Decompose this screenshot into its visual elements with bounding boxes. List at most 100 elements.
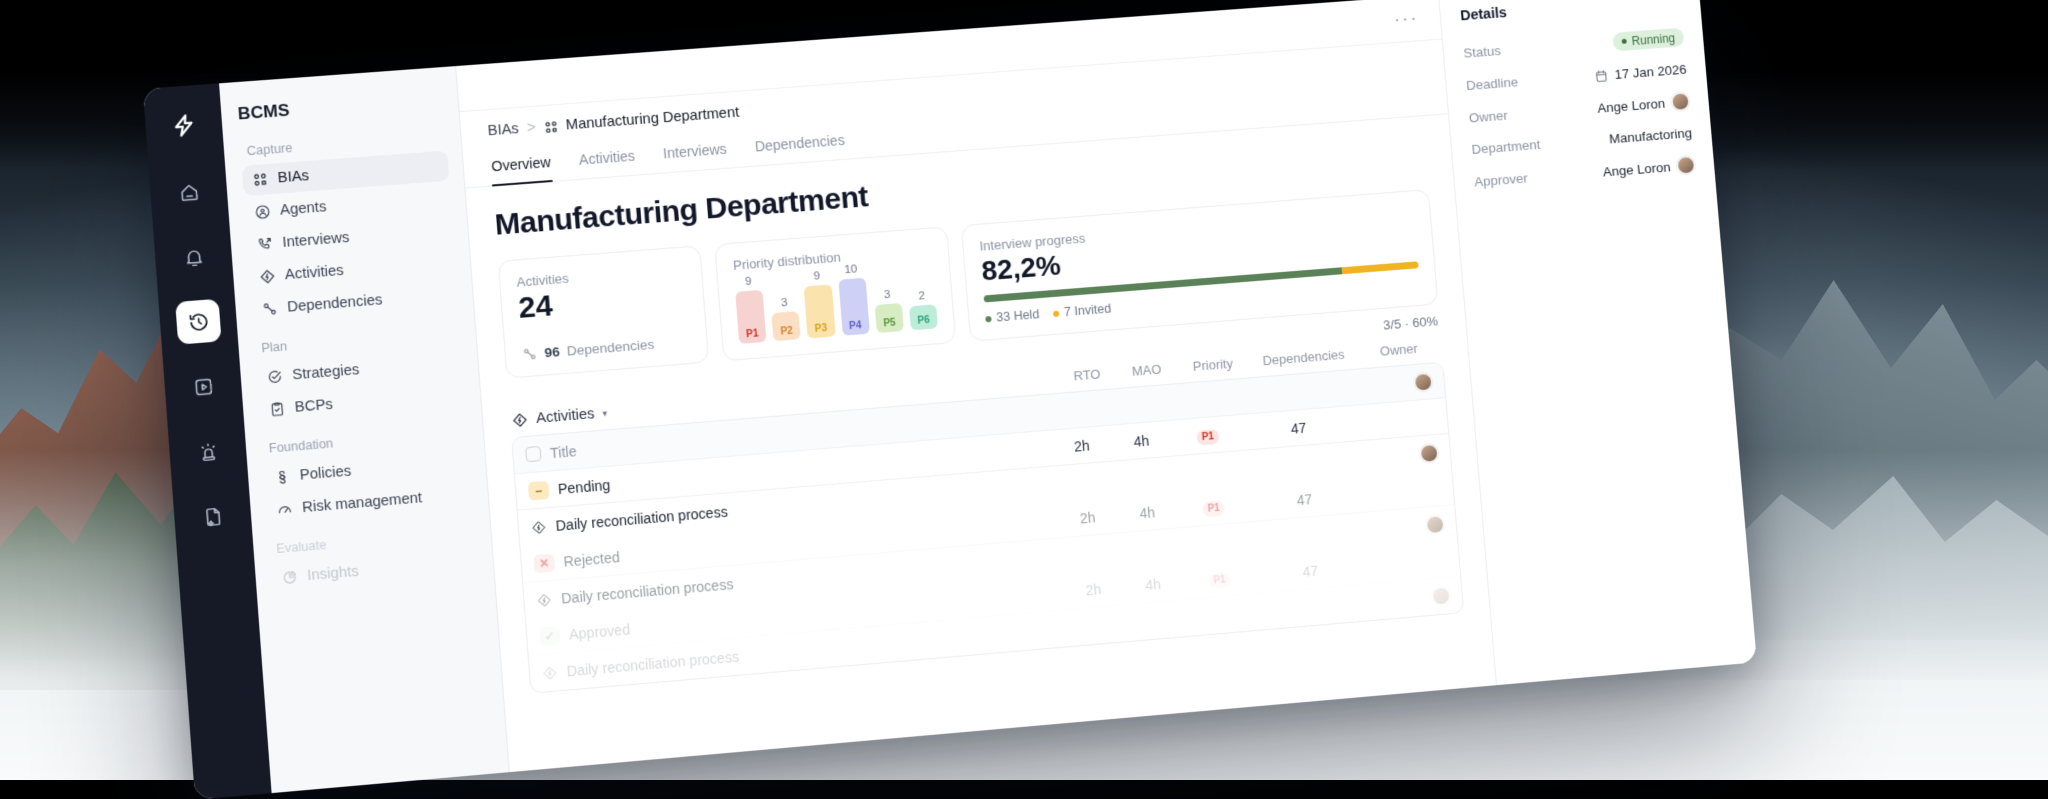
priority-bar-value: 3 <box>884 289 891 301</box>
avatar <box>1671 92 1690 111</box>
sidebar-item-label: Strategies <box>292 362 360 383</box>
activity-icon <box>536 592 552 608</box>
activity-icon <box>531 519 547 535</box>
priority-bar-label: P5 <box>883 318 896 333</box>
status-label: Pending <box>557 476 610 496</box>
activities-table-title: Activities <box>536 406 595 427</box>
priority-badge: P1 <box>1196 429 1219 446</box>
details-title: Details <box>1460 0 1681 24</box>
sidebar-item-label: Agents <box>279 199 326 219</box>
priority-bar-label: P2 <box>780 326 793 341</box>
chevron-down-icon[interactable]: ▾ <box>602 408 607 419</box>
select-all-checkbox[interactable] <box>525 446 541 462</box>
file-sparkle-icon[interactable] <box>189 493 235 539</box>
priority-bar-rect: P2 <box>771 311 801 341</box>
details-value[interactable]: Manufactoring <box>1608 125 1692 146</box>
column-owner: Owner <box>1357 339 1441 360</box>
column-priority: Priority <box>1176 354 1250 375</box>
avatar <box>1426 515 1445 534</box>
status-label: Rejected <box>563 549 620 570</box>
activity-title: Daily reconciliation process <box>566 649 739 680</box>
activity-icon <box>542 665 558 681</box>
agent-icon <box>254 203 272 220</box>
activities-dependencies[interactable]: 96 Dependencies <box>522 334 691 362</box>
cell-owner <box>1359 488 1441 495</box>
column-dependencies: Dependencies <box>1249 345 1358 369</box>
cell-rto: 2h <box>1057 507 1118 528</box>
cell-dependencies: 47 <box>1244 416 1354 441</box>
breadcrumb-current-label: Manufacturing Department <box>565 105 739 134</box>
column-rto: RTO <box>1057 365 1118 385</box>
details-value[interactable]: Ange Loron <box>1602 156 1695 181</box>
bia-icon <box>251 171 269 188</box>
cell-owner <box>1364 559 1446 566</box>
dependencies-count: 96 <box>544 344 560 360</box>
progress-segment-invited <box>1341 261 1418 274</box>
tab-activities[interactable]: Activities <box>577 139 638 178</box>
play-square-icon[interactable] <box>180 364 226 410</box>
cell-owner <box>1353 417 1435 424</box>
overflow-menu-icon[interactable]: ··· <box>1393 9 1419 29</box>
status-chip: – <box>528 480 550 500</box>
priority-bar-rect: P6 <box>909 304 938 330</box>
details-value[interactable]: 17 Jan 2026 <box>1594 62 1687 84</box>
calendar-icon <box>1594 68 1609 83</box>
sidebar-brand: BCMS <box>237 89 444 124</box>
tab-dependencies[interactable]: Dependencies <box>753 124 848 166</box>
bell-icon[interactable] <box>170 234 216 280</box>
details-key: Deadline <box>1466 74 1519 93</box>
cell-priority: P1 <box>1176 495 1251 519</box>
tab-interviews[interactable]: Interviews <box>661 133 729 173</box>
details-value[interactable]: Running <box>1613 28 1685 52</box>
sidebar-item-label: Policies <box>299 463 352 483</box>
cell-mao: 4h <box>1123 574 1184 595</box>
cell-mao: 4h <box>1117 502 1178 523</box>
tab-overview[interactable]: Overview <box>489 146 553 186</box>
priority-bar-label: P4 <box>849 320 862 335</box>
legend-held: 33 Held <box>985 307 1040 325</box>
section-icon <box>274 468 292 486</box>
sidebar-item-label: Insights <box>307 564 360 585</box>
activities-card: Activities 24 96 Dependencies <box>498 245 710 379</box>
gauge-icon <box>276 501 294 519</box>
breadcrumb-root[interactable]: BIAs <box>487 121 519 139</box>
activity-title: Daily reconciliation process <box>555 504 728 534</box>
cell-priority: P1 <box>1170 423 1245 447</box>
avatar <box>1676 156 1695 175</box>
home-icon[interactable] <box>166 169 212 215</box>
logo-icon[interactable] <box>170 111 199 139</box>
priority-bar-value: 2 <box>918 290 925 302</box>
cell-rto: 2h <box>1051 435 1112 456</box>
activity-title: Daily reconciliation process <box>561 576 734 607</box>
sidebar-item-label: Risk management <box>302 490 423 516</box>
app-window: BCMS Capture BIAs Agents Interviews Acti… <box>143 0 1757 799</box>
phone-icon <box>256 236 274 253</box>
activity-icon <box>511 412 529 429</box>
priority-badge: P1 <box>1208 572 1231 589</box>
avatar <box>1432 587 1451 606</box>
cell-priority: P1 <box>1182 567 1257 591</box>
target-icon <box>266 368 284 385</box>
clipboard-icon <box>268 400 286 418</box>
priority-bar-value: 10 <box>844 263 858 276</box>
cell-mao: 4h <box>1111 430 1172 451</box>
sidebar-item-label: Dependencies <box>287 292 383 316</box>
priority-bar-value: 9 <box>744 276 751 289</box>
priority-bar-rect: P4 <box>838 278 870 336</box>
priority-bar-rect: P1 <box>735 290 766 344</box>
status-chip: ✕ <box>533 553 555 573</box>
siren-icon[interactable] <box>185 428 231 474</box>
priority-bar-p4: 10 P4 <box>837 263 870 336</box>
status-chip: ✓ <box>539 626 561 646</box>
avatar <box>1414 372 1433 391</box>
header-title-label: Title <box>549 443 577 461</box>
history-icon[interactable] <box>175 299 221 345</box>
details-key: Owner <box>1468 107 1508 125</box>
status-badge: Running <box>1613 28 1685 52</box>
details-value[interactable]: Ange Loron <box>1597 92 1690 117</box>
